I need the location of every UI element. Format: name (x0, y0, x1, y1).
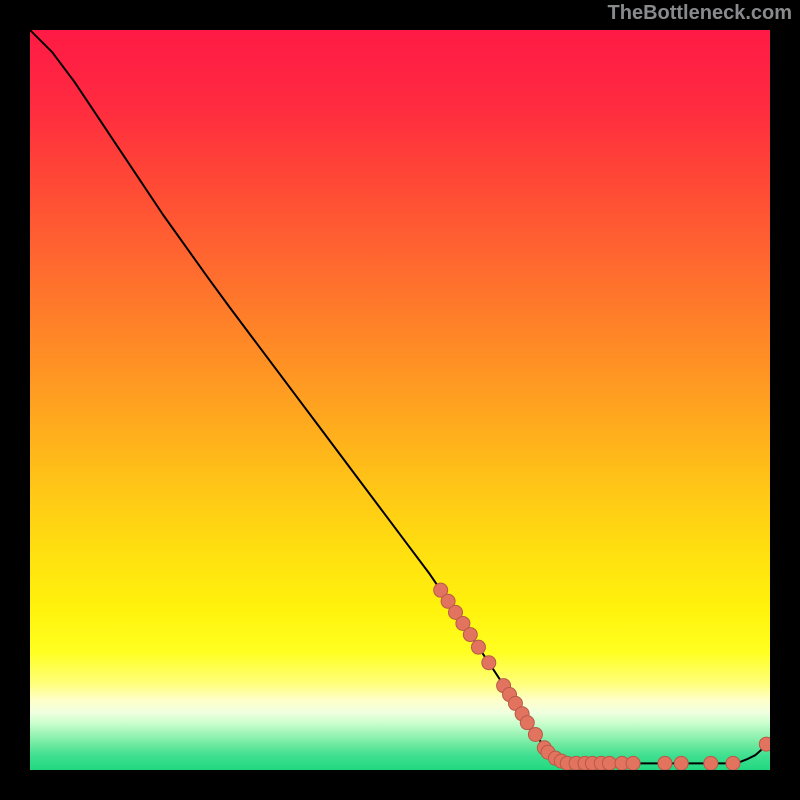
data-marker (520, 716, 534, 730)
data-marker (463, 628, 477, 642)
data-marker (626, 756, 640, 770)
data-marker (528, 727, 542, 741)
data-marker (602, 756, 616, 770)
chart-container: TheBottleneck.com (0, 0, 800, 800)
data-marker (482, 656, 496, 670)
data-marker (759, 737, 770, 751)
watermark-text: TheBottleneck.com (608, 2, 792, 25)
chart-svg (30, 30, 770, 770)
data-marker (726, 756, 740, 770)
plot-area (30, 30, 770, 770)
data-marker (658, 756, 672, 770)
data-marker (704, 756, 718, 770)
gradient-background (30, 30, 770, 770)
data-marker (674, 756, 688, 770)
data-marker (471, 640, 485, 654)
